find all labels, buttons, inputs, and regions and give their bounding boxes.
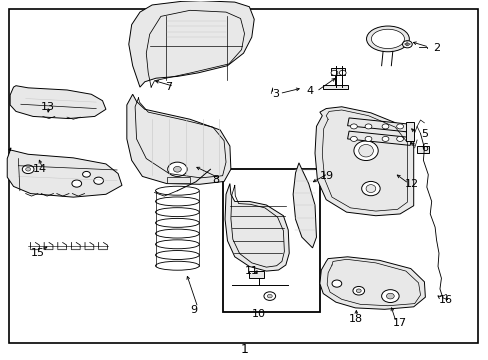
Circle shape: [339, 70, 346, 75]
Circle shape: [350, 124, 357, 129]
Polygon shape: [314, 107, 413, 216]
Bar: [222, 169, 319, 312]
Circle shape: [396, 136, 403, 141]
Bar: [166, 177, 190, 183]
Text: 16: 16: [438, 295, 452, 305]
Polygon shape: [319, 257, 425, 309]
Circle shape: [381, 136, 388, 141]
Polygon shape: [7, 148, 122, 197]
Circle shape: [381, 290, 398, 302]
Circle shape: [173, 166, 181, 172]
Circle shape: [356, 289, 361, 293]
Text: 1: 1: [240, 343, 248, 356]
Text: 11: 11: [244, 266, 258, 276]
Text: 8: 8: [211, 175, 219, 185]
Ellipse shape: [358, 144, 372, 157]
Text: 4: 4: [306, 86, 313, 96]
Polygon shape: [126, 94, 230, 184]
Circle shape: [82, 171, 90, 177]
Bar: [416, 146, 428, 153]
Text: 6: 6: [420, 143, 427, 153]
Text: 14: 14: [33, 164, 47, 174]
Text: 19: 19: [320, 171, 333, 181]
Circle shape: [26, 167, 30, 171]
Polygon shape: [10, 86, 106, 118]
Text: 2: 2: [432, 43, 439, 53]
Circle shape: [405, 43, 408, 46]
Ellipse shape: [366, 26, 408, 52]
Text: 5: 5: [420, 129, 427, 139]
Circle shape: [352, 287, 364, 295]
Text: 12: 12: [405, 179, 418, 189]
Text: 10: 10: [252, 309, 265, 319]
Circle shape: [365, 136, 371, 141]
Ellipse shape: [353, 141, 377, 161]
Circle shape: [350, 136, 357, 141]
Text: 3: 3: [272, 89, 279, 99]
Circle shape: [22, 165, 34, 174]
Text: 9: 9: [189, 305, 197, 315]
Text: 17: 17: [392, 318, 407, 328]
Text: 15: 15: [31, 248, 45, 258]
Bar: [347, 118, 411, 132]
Text: 18: 18: [348, 314, 363, 324]
Circle shape: [396, 124, 403, 129]
Circle shape: [402, 41, 411, 48]
Bar: [405, 122, 413, 141]
Bar: [323, 85, 347, 89]
Bar: [330, 68, 344, 75]
Bar: [249, 271, 264, 278]
Circle shape: [331, 280, 341, 287]
Ellipse shape: [371, 29, 404, 49]
Circle shape: [264, 292, 275, 300]
Circle shape: [94, 177, 103, 184]
Text: 7: 7: [165, 82, 172, 92]
Circle shape: [365, 124, 371, 129]
Bar: [347, 131, 411, 145]
Circle shape: [381, 124, 388, 129]
Ellipse shape: [361, 181, 379, 196]
Circle shape: [386, 293, 393, 299]
Circle shape: [267, 294, 272, 298]
Polygon shape: [128, 1, 254, 87]
Text: 13: 13: [41, 102, 55, 112]
Circle shape: [72, 180, 81, 187]
Circle shape: [330, 70, 337, 75]
Polygon shape: [224, 184, 288, 271]
Polygon shape: [292, 163, 316, 248]
Circle shape: [167, 162, 187, 176]
Ellipse shape: [366, 185, 375, 193]
